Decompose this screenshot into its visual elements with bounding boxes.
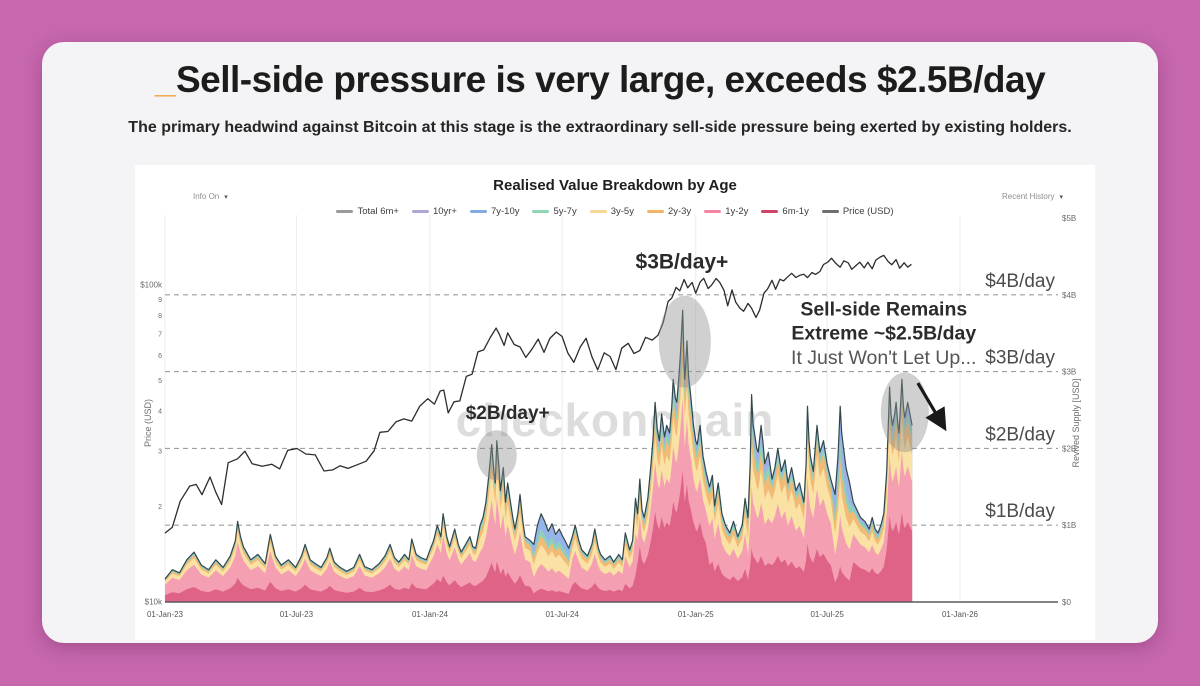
chevron-down-icon: ▾ <box>1059 194 1063 201</box>
price-tick-label: $100k <box>140 281 163 290</box>
highlight-ellipse <box>476 430 517 481</box>
x-tick-label: 01-Jan-26 <box>942 610 979 619</box>
supply-tick-label: $0 <box>1062 598 1071 607</box>
highlight-ellipse <box>880 372 929 453</box>
legend-item-7y-10y[interactable]: 7y-10y <box>469 206 520 217</box>
price-tick-label: 5 <box>158 378 162 385</box>
threshold-label-1b: $1B/day <box>985 501 1055 522</box>
legend-item-total-6m-[interactable]: Total 6m+ <box>336 206 399 217</box>
threshold-label-4b: $4B/day <box>985 271 1055 292</box>
legend-item-10yr-[interactable]: 10yr+ <box>411 206 457 217</box>
price-tick-label: 3 <box>158 448 162 455</box>
info-toggle-dropdown[interactable]: Info On ▾ <box>193 192 228 201</box>
revived-supply-axis-label: Revived Supply [USD] <box>1071 378 1081 468</box>
legend-swatch <box>469 210 487 213</box>
price-axis-label: Price (USD) <box>143 399 153 448</box>
band-6m-1y <box>165 470 913 602</box>
legend-item-3y-5y[interactable]: 3y-5y <box>589 206 634 217</box>
info-toggle-label: Info On <box>193 192 220 201</box>
page-title: _Sell-side pressure is very large, excee… <box>42 59 1158 101</box>
legend-label: Price (USD) <box>842 206 894 217</box>
supply-tick-label: $2B <box>1062 444 1076 453</box>
chart-panel: Realised Value Breakdown by Age Info On ▾… <box>135 165 1095 640</box>
legend-item-price-usd-[interactable]: Price (USD) <box>821 206 894 217</box>
annotation-line: Sell-side Remains <box>800 299 967 321</box>
legend-label: 10yr+ <box>432 206 457 217</box>
annotation-2b-day-callout: $2B/day+ <box>466 403 550 424</box>
annotation-arrow <box>916 382 947 432</box>
x-tick-label: 01-Jan-23 <box>147 610 184 619</box>
x-tick-label: 01-Jan-25 <box>678 610 715 619</box>
total-6m-line <box>164 309 913 580</box>
chart-title: Realised Value Breakdown by Age <box>493 177 737 194</box>
recent-history-label: Recent History <box>1002 192 1055 201</box>
legend-label: 7y-10y <box>490 206 520 217</box>
annotation-line: $2B/day+ <box>466 403 550 424</box>
legend-label: 5y-7y <box>553 206 577 217</box>
price-tick-label: 2 <box>158 504 162 511</box>
legend-swatch <box>411 210 429 213</box>
annotation-line: It Just Won't Let Up... <box>791 347 976 369</box>
x-tick-label: 01-Jul-23 <box>280 610 314 619</box>
legend-swatch <box>761 210 779 213</box>
threshold-label-3b: $3B/day <box>985 348 1055 369</box>
band-2y-3y <box>165 336 913 602</box>
legend-label: 1y-2y <box>725 206 749 217</box>
supply-tick-label: $3B <box>1062 368 1076 377</box>
supply-stacked-area <box>165 310 913 602</box>
price-tick-label: $10k <box>145 598 163 607</box>
x-tick-label: 01-Jan-24 <box>412 610 449 619</box>
annotation-3b-day-callout: $3B/day+ <box>636 251 729 274</box>
price-tick-label: 4 <box>158 409 162 416</box>
chevron-down-icon: ▾ <box>224 194 228 201</box>
band-3y-5y <box>165 359 913 602</box>
supply-tick-label: $5B <box>1062 214 1076 223</box>
legend-item-6m-1y[interactable]: 6m-1y <box>761 206 809 217</box>
legend-swatch <box>532 210 550 213</box>
supply-tick-label: $4B <box>1062 291 1076 300</box>
legend-label: Total 6m+ <box>357 206 399 217</box>
recent-history-dropdown[interactable]: Recent History ▾ <box>1002 192 1063 201</box>
legend-item-5y-7y[interactable]: 5y-7y <box>532 206 577 217</box>
price-tick-label: 8 <box>158 313 162 320</box>
content-card: _Sell-side pressure is very large, excee… <box>42 42 1158 643</box>
legend-swatch <box>704 210 722 213</box>
title-accent-underscore: _ <box>154 59 176 100</box>
annotation-line: $3B/day+ <box>636 251 729 274</box>
highlight-ellipse <box>658 295 711 388</box>
annotation-line: Extreme ~$2.5B/day <box>791 323 976 345</box>
legend-label: 6m-1y <box>782 206 809 217</box>
legend-label: 2y-3y <box>667 206 692 217</box>
legend-swatch <box>821 210 839 213</box>
legend-swatch <box>336 210 354 213</box>
realised-value-chart: $4B/day $3B/day $2B/day $1B/day 01-Jan-23 01-… <box>140 214 1076 619</box>
x-tick-label: 01-Jul-24 <box>545 610 579 619</box>
price-line <box>164 254 912 534</box>
chart-legend: Total 6m+ 10yr+ 7y-10y 5y-7y 3y-5y 2y-3y 1y-2y… <box>135 206 1095 217</box>
page-subtitle: The primary headwind against Bitcoin at … <box>128 119 1072 136</box>
price-tick-label: 7 <box>158 332 162 339</box>
price-tick-label: 6 <box>158 353 162 360</box>
legend-item-1y-2y[interactable]: 1y-2y <box>704 206 748 217</box>
legend-label: 3y-5y <box>610 206 634 217</box>
legend-swatch <box>589 210 607 213</box>
x-tick-label: 01-Jul-25 <box>810 610 844 619</box>
legend-item-2y-3y[interactable]: 2y-3y <box>646 206 692 217</box>
page-title-text: Sell-side pressure is very large, exceed… <box>175 59 1046 100</box>
threshold-label-2b: $2B/day <box>985 424 1055 445</box>
supply-tick-label: $1B <box>1062 521 1076 530</box>
price-tick-label: 9 <box>158 297 162 304</box>
legend-swatch <box>646 210 664 213</box>
